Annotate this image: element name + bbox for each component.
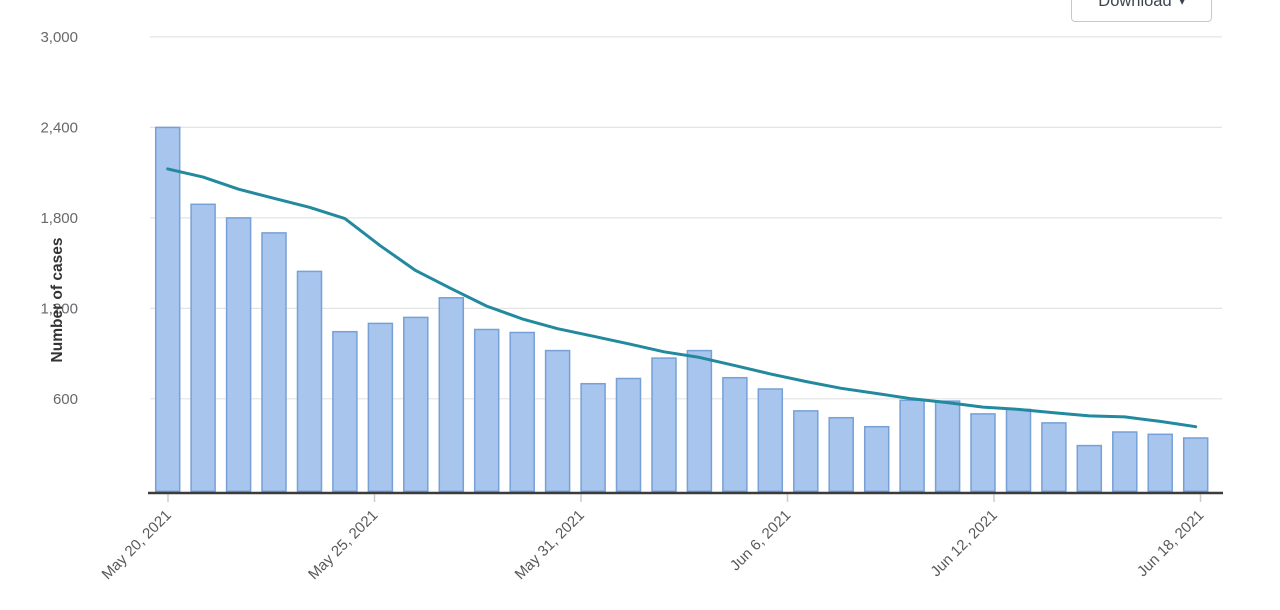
- download-button-label: Download: [1098, 0, 1172, 10]
- bar[interactable]: [225, 217, 252, 493]
- download-button[interactable]: Download ▾: [1071, 0, 1212, 22]
- x-tick-label: Jun 12, 2021: [927, 507, 1000, 580]
- bar[interactable]: [261, 232, 287, 493]
- y-tick-label: 3,000: [40, 29, 78, 46]
- bar[interactable]: [1147, 433, 1173, 493]
- bar[interactable]: [509, 331, 535, 493]
- bar[interactable]: [863, 425, 890, 493]
- y-tick-label: 2,400: [40, 119, 78, 136]
- bar[interactable]: [544, 349, 571, 493]
- bar[interactable]: [1182, 437, 1209, 493]
- y-tick-label: 1,800: [40, 210, 78, 227]
- x-tick-label: Jun 18, 2021: [1134, 507, 1207, 580]
- y-tick-label: 1,200: [40, 300, 78, 317]
- bar[interactable]: [580, 382, 606, 493]
- bar[interactable]: [367, 322, 394, 493]
- bar[interactable]: [190, 203, 216, 493]
- chevron-down-icon: ▾: [1179, 0, 1185, 8]
- y-axis-title: Number of cases: [49, 238, 66, 363]
- x-tick-label: May 25, 2021: [305, 507, 381, 583]
- bar[interactable]: [1076, 444, 1103, 493]
- bar[interactable]: [757, 388, 784, 493]
- bar[interactable]: [934, 400, 961, 493]
- bar[interactable]: [296, 270, 323, 493]
- bar[interactable]: [473, 328, 500, 493]
- bar[interactable]: [722, 376, 748, 493]
- y-tick-label: 600: [53, 391, 78, 408]
- bar[interactable]: [154, 126, 181, 493]
- bar[interactable]: [438, 297, 465, 493]
- trend-line: [166, 167, 1198, 429]
- x-tick-label: May 31, 2021: [512, 507, 588, 583]
- bar[interactable]: [403, 316, 429, 493]
- x-tick-label: Jun 6, 2021: [727, 507, 794, 574]
- bar[interactable]: [1041, 422, 1067, 493]
- bar[interactable]: [793, 410, 819, 493]
- x-tick-label: May 20, 2021: [99, 507, 175, 583]
- bar[interactable]: [615, 377, 642, 493]
- bar[interactable]: [1005, 408, 1032, 493]
- bar[interactable]: [651, 357, 677, 493]
- bar[interactable]: [332, 330, 358, 493]
- bar[interactable]: [1112, 431, 1138, 493]
- bar[interactable]: [899, 399, 925, 493]
- bar[interactable]: [970, 413, 996, 493]
- bar[interactable]: [828, 416, 854, 493]
- bar[interactable]: [686, 349, 713, 493]
